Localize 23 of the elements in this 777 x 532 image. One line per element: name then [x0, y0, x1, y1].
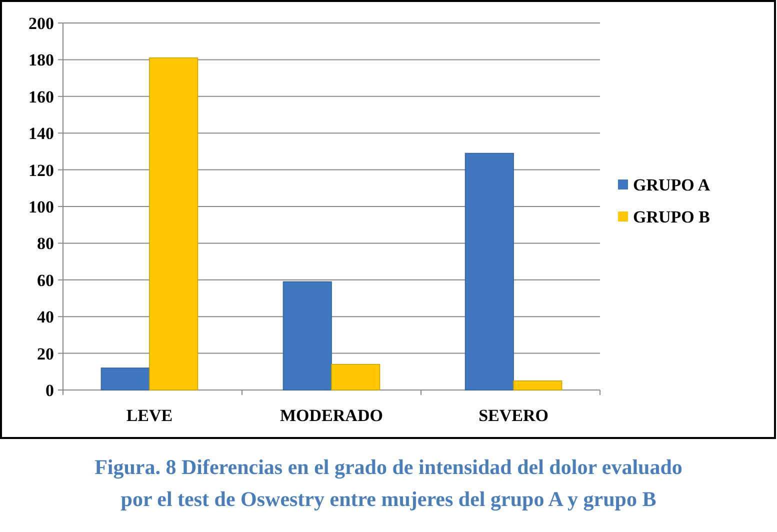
bar: [464, 152, 514, 390]
legend-label: GRUPO B: [633, 207, 710, 226]
bar: [100, 368, 150, 390]
text: Figura. 8 Diferencias en el grado de intensidad del dolor evaluado por el test de Oswestry entre mujeres del grupo A y grupo B: [94, 455, 682, 511]
y-tick-label: 40: [37, 308, 54, 327]
x-tick-label: LEVE: [126, 406, 173, 425]
legend-label: GRUPO A: [633, 175, 711, 194]
y-tick-label: 160: [28, 87, 54, 106]
y-tick-label: 80: [37, 234, 54, 254]
bar: [331, 364, 380, 390]
y-tick-label: 60: [37, 270, 54, 290]
y-tick-label: 120: [28, 160, 54, 180]
x-tick-label: SEVERO: [478, 406, 548, 425]
x-tick-label: MODERADO: [280, 406, 383, 425]
bar: [513, 380, 562, 390]
y-tick-label: 200: [28, 14, 54, 33]
y-tick-label: 0: [46, 380, 54, 400]
y-tick-label: 100: [28, 197, 54, 216]
y-tick-label: 20: [37, 344, 54, 364]
bar: [149, 57, 198, 390]
y-tick-label: 140: [28, 124, 54, 144]
y-tick-label: 180: [28, 50, 54, 70]
bar: [282, 281, 332, 390]
